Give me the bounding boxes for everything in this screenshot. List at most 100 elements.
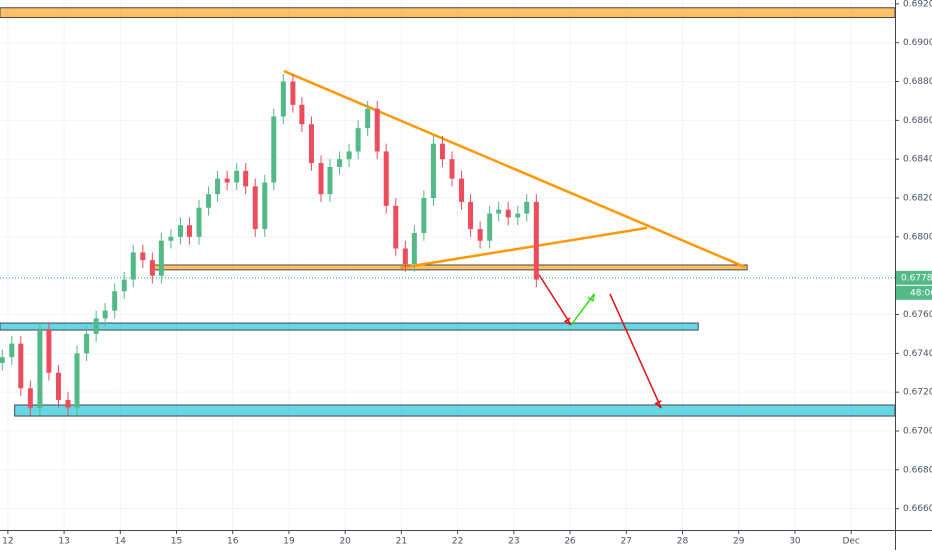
candle-body: [74, 353, 80, 408]
trendline: [400, 226, 648, 270]
candle-body: [130, 252, 136, 280]
candle-body: [84, 333, 90, 354]
candle-body: [487, 213, 493, 241]
candle-body: [177, 225, 183, 237]
x-tick-label: 12: [2, 537, 13, 547]
candle-body: [18, 343, 24, 389]
x-tick-label: Dec: [842, 537, 859, 547]
x-tick-label: 28: [677, 537, 689, 547]
y-tick-label: 0.66600: [903, 504, 932, 514]
candle-body: [393, 205, 399, 249]
arrow-head: [563, 317, 572, 326]
candle-body: [158, 240, 164, 276]
candle-body: [9, 343, 15, 358]
x-tick-label: 30: [789, 537, 801, 547]
candle-body: [102, 310, 108, 319]
candle-body: [186, 225, 192, 237]
candle-body: [411, 232, 417, 265]
candle-body: [280, 81, 286, 117]
last-price-label: 0.67789: [901, 273, 932, 283]
candle-body: [234, 170, 240, 183]
x-tick-label: 15: [171, 537, 182, 547]
candles: [0, 73, 539, 416]
candle-body: [533, 201, 539, 280]
candle-body: [168, 236, 174, 241]
candle-body: [515, 213, 521, 218]
countdown-box: [896, 285, 932, 300]
x-tick-label: 13: [58, 537, 69, 547]
candle-body: [308, 124, 314, 164]
arrow: [609, 293, 662, 409]
candle-body: [468, 201, 474, 230]
candle-body: [27, 388, 33, 408]
candle-body: [459, 178, 465, 202]
x-tick-label: 14: [115, 537, 127, 547]
candle-body: [243, 170, 249, 187]
candle-body: [327, 166, 333, 195]
candle-body: [477, 229, 483, 241]
candle-body: [271, 116, 277, 183]
zone: [0, 322, 699, 331]
candle-body: [215, 178, 221, 195]
candle-body: [505, 209, 511, 218]
candle-body: [421, 198, 427, 233]
candle-body: [430, 143, 436, 199]
x-tick-label: 19: [283, 537, 295, 547]
candle-body: [140, 252, 146, 261]
candle-body: [93, 318, 99, 334]
candle-body: [196, 207, 202, 237]
candle-body: [252, 186, 258, 230]
x-tick-label: 29: [733, 537, 745, 547]
candle-body: [449, 159, 455, 179]
candle-body: [290, 81, 296, 105]
candle-body: [55, 372, 61, 400]
candle-body: [224, 178, 230, 183]
x-tick-label: 26: [564, 537, 576, 547]
trendline: [283, 69, 746, 269]
candle-body: [299, 104, 305, 125]
zone: [0, 7, 896, 18]
candle-body: [355, 128, 361, 152]
x-tick-label: 23: [508, 537, 519, 547]
candle-body: [496, 209, 502, 214]
candle-body: [524, 201, 530, 214]
arrow: [538, 274, 572, 326]
candle-body: [262, 182, 268, 230]
candle-body: [206, 194, 212, 208]
zone: [14, 404, 896, 417]
candle-body: [318, 163, 324, 195]
candle-body: [112, 291, 118, 311]
candle-body: [337, 159, 343, 167]
candle-body: [346, 151, 352, 160]
candle-body: [402, 248, 408, 265]
x-tick-label: 16: [227, 537, 239, 547]
candle-body: [121, 279, 127, 292]
last-price-box: [896, 270, 932, 285]
candle-body: [149, 260, 155, 276]
zone: [151, 264, 748, 271]
candle-body: [46, 330, 52, 373]
x-tick-label: 22: [452, 537, 463, 547]
candle-body: [37, 330, 43, 408]
countdown-label: 48:06: [910, 288, 932, 298]
arrow-head: [587, 293, 595, 303]
candle-body: [439, 143, 445, 160]
x-tick-label: 20: [339, 537, 351, 547]
arrow-head: [654, 400, 662, 409]
candle-body: [365, 108, 371, 129]
